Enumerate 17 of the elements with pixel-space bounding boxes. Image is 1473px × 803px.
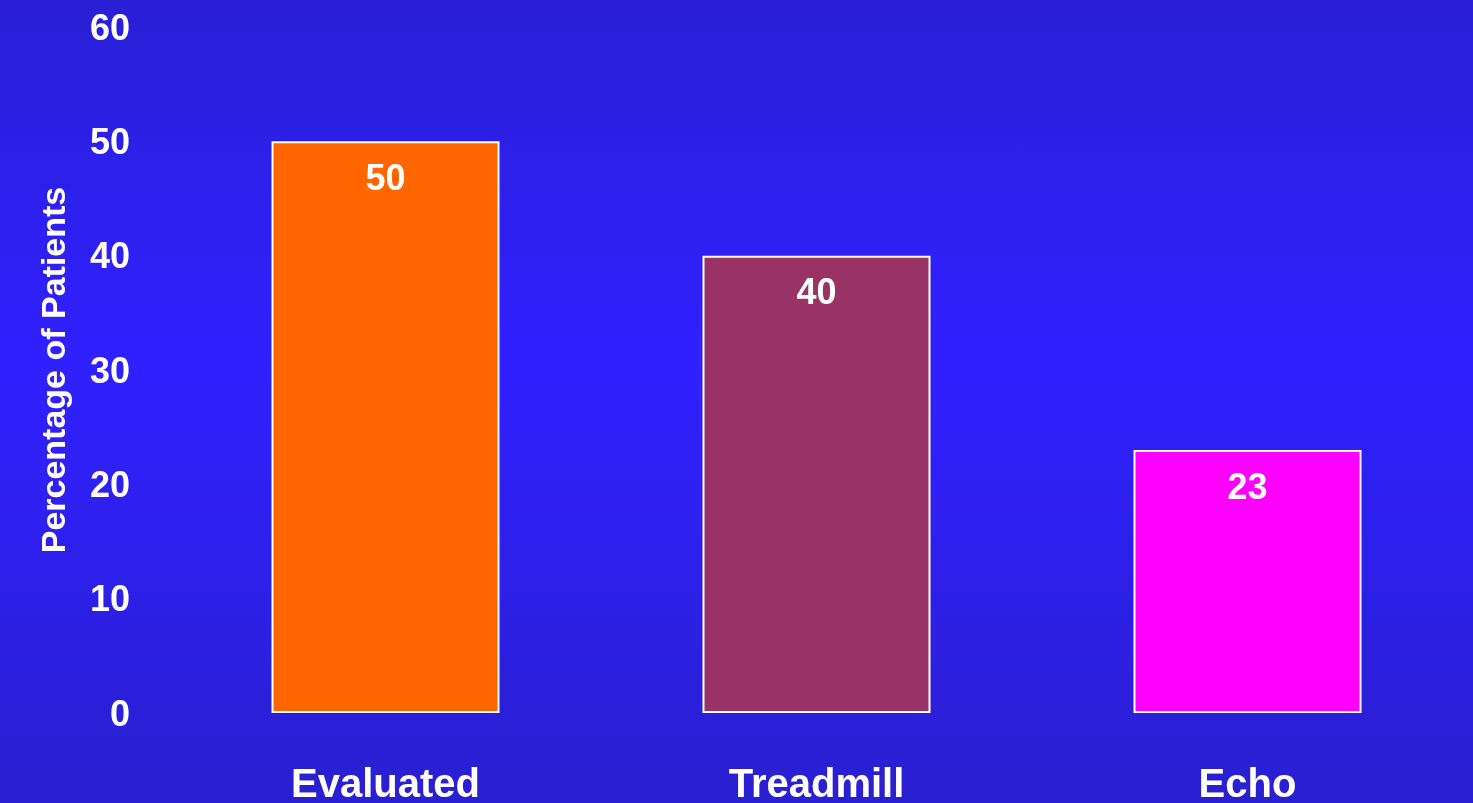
x-tick-label: Evaluated: [291, 761, 480, 803]
bar: [1133, 450, 1362, 713]
data-label: 50: [365, 156, 406, 198]
y-axis-title: Percentage of Patients: [34, 186, 72, 554]
y-tick-label: 10: [89, 578, 130, 620]
bar: [702, 255, 931, 713]
x-tick-label: Echo: [1198, 761, 1297, 803]
y-tick-label: 50: [89, 120, 130, 162]
x-tick-label: Treadmill: [728, 761, 905, 803]
y-tick-label: 0: [109, 692, 130, 734]
bar: [271, 141, 500, 713]
data-label: 40: [796, 271, 837, 313]
data-label: 23: [1227, 465, 1268, 507]
y-tick-label: 40: [89, 235, 130, 277]
y-tick-label: 20: [89, 463, 130, 505]
y-tick-label: 30: [89, 349, 130, 391]
y-tick-label: 60: [89, 6, 130, 48]
